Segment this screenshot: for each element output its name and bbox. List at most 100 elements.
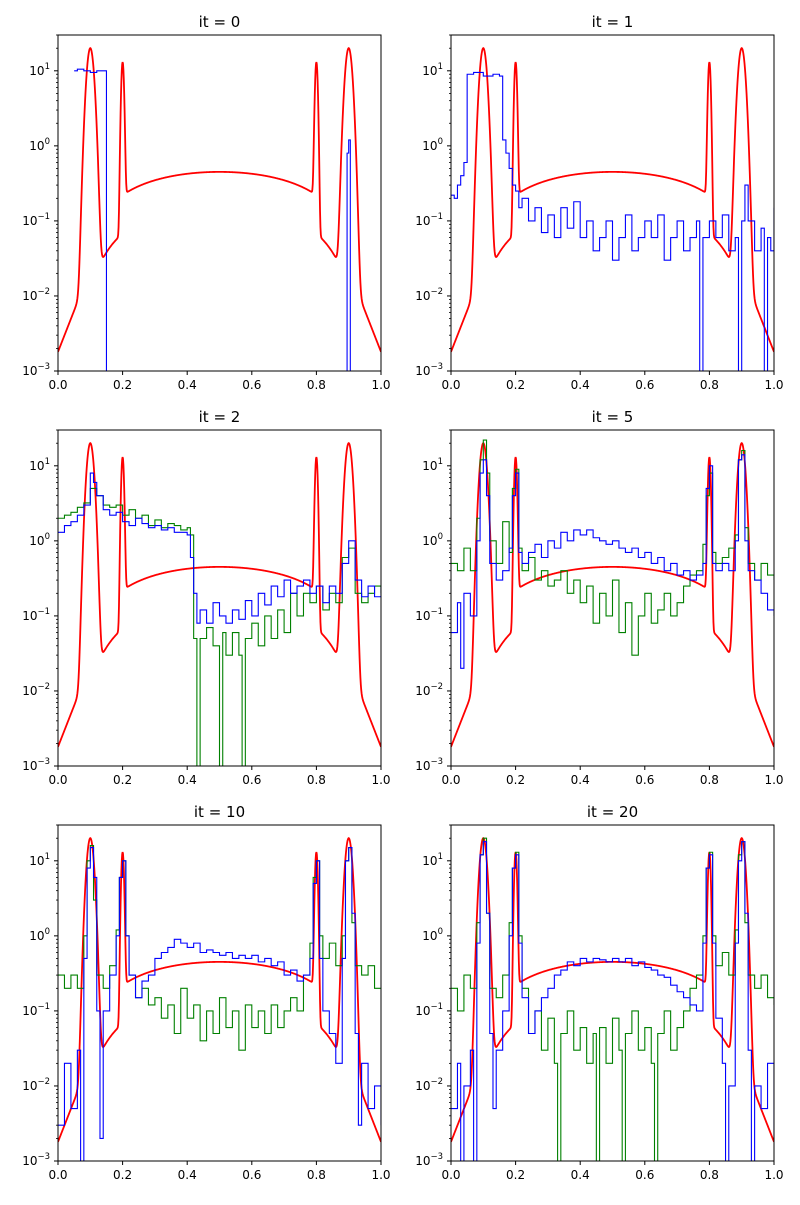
subplot-title: it = 2 [199, 408, 241, 426]
y-tick-label: 10−2 [415, 1077, 443, 1093]
subplot-5: 0.0 0.2 0.4 0.6 0.8 1.0 10−3 10−2 10−1 100 101 it =… [415, 803, 783, 1182]
x-tick-label: 0.2 [506, 773, 525, 787]
subplot-title: it = 5 [592, 408, 634, 426]
x-tick-label: 1.0 [371, 378, 390, 392]
x-tick-label: 0.8 [307, 1168, 326, 1182]
subplot-title: it = 0 [199, 13, 241, 31]
y-tick-label: 10−3 [415, 757, 443, 773]
subplot-3: 0.0 0.2 0.4 0.6 0.8 1.0 10−3 10−2 10−1 100 101 it =… [415, 408, 783, 787]
x-tick-label: 0.6 [242, 1168, 261, 1182]
y-tick-label: 10−2 [415, 287, 443, 303]
x-tick-label: 0.4 [178, 773, 197, 787]
x-tick-label: 1.0 [371, 773, 390, 787]
series-target [58, 47, 381, 353]
series-primary [451, 454, 774, 669]
x-tick-label: 0.4 [178, 378, 197, 392]
x-tick-label: 0.6 [242, 773, 261, 787]
x-tick-label: 0.2 [506, 1168, 525, 1182]
x-tick-label: 0.8 [307, 378, 326, 392]
x-tick-label: 0.6 [635, 1168, 654, 1182]
y-tick-label: 10−1 [415, 1002, 443, 1018]
y-tick-label: 10−3 [415, 362, 443, 378]
x-tick-label: 0.6 [635, 773, 654, 787]
y-tick-label: 10−1 [415, 212, 443, 228]
x-tick-label: 1.0 [764, 773, 783, 787]
series-secondary [58, 487, 381, 766]
y-tick-label: 101 [422, 62, 443, 78]
axes-frame [57, 429, 382, 767]
x-tick-label: 0.0 [441, 773, 460, 787]
y-tick-label: 100 [422, 927, 443, 943]
y-tick-label: 100 [29, 532, 50, 548]
y-tick-label: 100 [29, 137, 50, 153]
y-tick-label: 101 [29, 457, 50, 473]
x-tick-label: 0.8 [700, 1168, 719, 1182]
x-tick-label: 0.0 [48, 773, 67, 787]
series-secondary [451, 439, 774, 656]
y-tick-label: 10−3 [22, 757, 50, 773]
x-tick-label: 1.0 [764, 378, 783, 392]
series-primary [451, 71, 774, 371]
y-tick-label: 101 [29, 62, 50, 78]
subplot-title: it = 1 [592, 13, 634, 31]
series-secondary [58, 844, 381, 1051]
series-secondary [451, 837, 774, 1161]
series-target [58, 837, 381, 1143]
x-tick-label: 0.4 [571, 1168, 590, 1182]
x-tick-label: 0.0 [48, 1168, 67, 1182]
subplot-4: 0.0 0.2 0.4 0.6 0.8 1.0 10−3 10−2 10−1 100 101 it =… [22, 803, 390, 1182]
x-tick-label: 1.0 [764, 1168, 783, 1182]
x-tick-label: 0.6 [242, 378, 261, 392]
series-target [451, 442, 774, 748]
y-tick-label: 10−2 [22, 682, 50, 698]
x-tick-label: 0.0 [48, 378, 67, 392]
y-tick-label: 10−3 [22, 362, 50, 378]
x-tick-label: 0.4 [178, 1168, 197, 1182]
y-tick-label: 100 [422, 137, 443, 153]
subplot-title: it = 10 [194, 803, 245, 821]
x-tick-label: 0.8 [700, 773, 719, 787]
x-tick-label: 0.4 [571, 378, 590, 392]
y-tick-label: 10−1 [22, 607, 50, 623]
x-tick-label: 0.2 [113, 378, 132, 392]
y-tick-label: 10−1 [22, 212, 50, 228]
x-tick-label: 1.0 [371, 1168, 390, 1182]
axes-frame [57, 34, 382, 372]
series-target [58, 442, 381, 748]
x-tick-label: 0.2 [113, 1168, 132, 1182]
series-primary [58, 847, 381, 1161]
subplot-title: it = 20 [587, 803, 638, 821]
y-tick-label: 10−2 [415, 682, 443, 698]
axes-frame [450, 824, 775, 1162]
x-tick-label: 0.4 [571, 773, 590, 787]
y-tick-label: 10−1 [415, 607, 443, 623]
y-tick-label: 10−1 [22, 1002, 50, 1018]
series-target [451, 47, 774, 353]
x-tick-label: 0.6 [635, 378, 654, 392]
y-tick-label: 101 [29, 852, 50, 868]
y-tick-label: 101 [422, 457, 443, 473]
y-tick-label: 10−3 [22, 1152, 50, 1168]
series-primary [58, 472, 381, 624]
x-tick-label: 0.8 [307, 773, 326, 787]
subplot-2: 0.0 0.2 0.4 0.6 0.8 1.0 10−3 10−2 10−1 100 101 it =… [22, 408, 390, 787]
subplot-1: 0.0 0.2 0.4 0.6 0.8 1.0 10−3 10−2 10−1 100 101 it =… [415, 13, 783, 392]
y-tick-label: 10−2 [22, 287, 50, 303]
x-tick-label: 0.2 [506, 378, 525, 392]
x-tick-label: 0.0 [441, 1168, 460, 1182]
x-tick-label: 0.2 [113, 773, 132, 787]
series-primary [451, 841, 774, 1161]
axes-frame [450, 429, 775, 767]
y-tick-label: 101 [422, 852, 443, 868]
axes-frame [57, 824, 382, 1162]
x-tick-label: 0.8 [700, 378, 719, 392]
y-tick-label: 10−2 [22, 1077, 50, 1093]
y-tick-label: 100 [29, 927, 50, 943]
x-tick-label: 0.0 [441, 378, 460, 392]
y-tick-label: 10−3 [415, 1152, 443, 1168]
axes-frame [450, 34, 775, 372]
series-primary [74, 68, 351, 371]
subplot-0: 0.0 0.2 0.4 0.6 0.8 1.0 10−3 10−2 10−1 100 101 it =… [22, 13, 390, 392]
